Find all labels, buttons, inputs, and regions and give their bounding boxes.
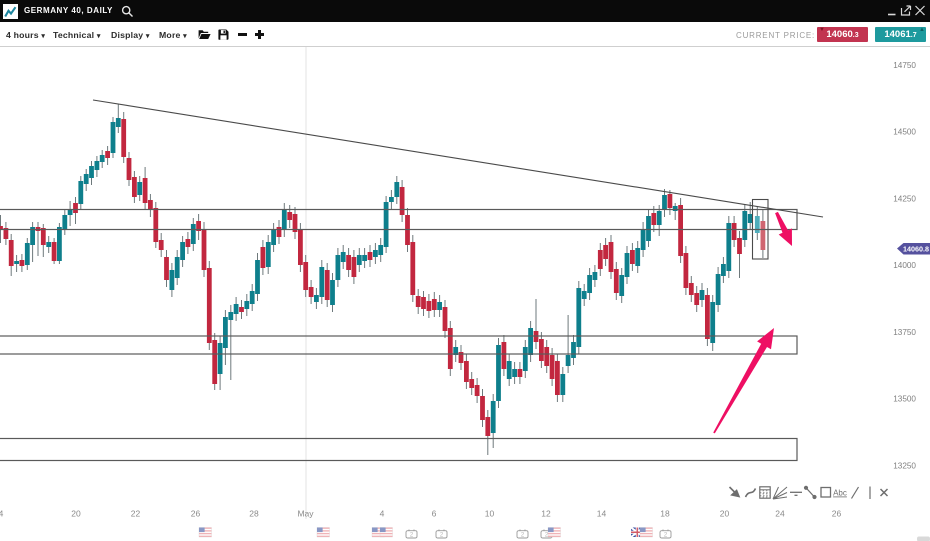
svg-text:2: 2 bbox=[521, 533, 525, 539]
svg-text:22: 22 bbox=[131, 509, 141, 519]
svg-text:2: 2 bbox=[410, 533, 414, 539]
svg-text:14750: 14750 bbox=[893, 61, 916, 70]
svg-text:26: 26 bbox=[191, 509, 201, 519]
svg-text:14: 14 bbox=[597, 509, 607, 519]
svg-text:May: May bbox=[297, 509, 314, 519]
svg-text:13750: 13750 bbox=[893, 328, 916, 337]
svg-text:14060.8: 14060.8 bbox=[903, 245, 929, 254]
svg-text:4: 4 bbox=[0, 509, 4, 519]
svg-text:18: 18 bbox=[660, 509, 670, 519]
svg-text:10: 10 bbox=[485, 509, 495, 519]
svg-text:14000: 14000 bbox=[893, 261, 916, 270]
svg-text:13250: 13250 bbox=[893, 461, 916, 470]
svg-text:24: 24 bbox=[775, 509, 785, 519]
svg-text:14500: 14500 bbox=[893, 128, 916, 137]
svg-text:20: 20 bbox=[71, 509, 81, 519]
svg-text:26: 26 bbox=[832, 509, 842, 519]
svg-text:20: 20 bbox=[720, 509, 730, 519]
svg-text:6: 6 bbox=[432, 509, 437, 519]
svg-text:Abc: Abc bbox=[833, 489, 847, 498]
svg-text:12: 12 bbox=[541, 509, 551, 519]
svg-text:2: 2 bbox=[664, 533, 668, 539]
svg-text:14250: 14250 bbox=[893, 194, 916, 203]
svg-text:2: 2 bbox=[545, 533, 549, 539]
svg-text:13500: 13500 bbox=[893, 395, 916, 404]
svg-text:2: 2 bbox=[440, 533, 444, 539]
svg-text:28: 28 bbox=[249, 509, 259, 519]
svg-text:4: 4 bbox=[380, 509, 385, 519]
